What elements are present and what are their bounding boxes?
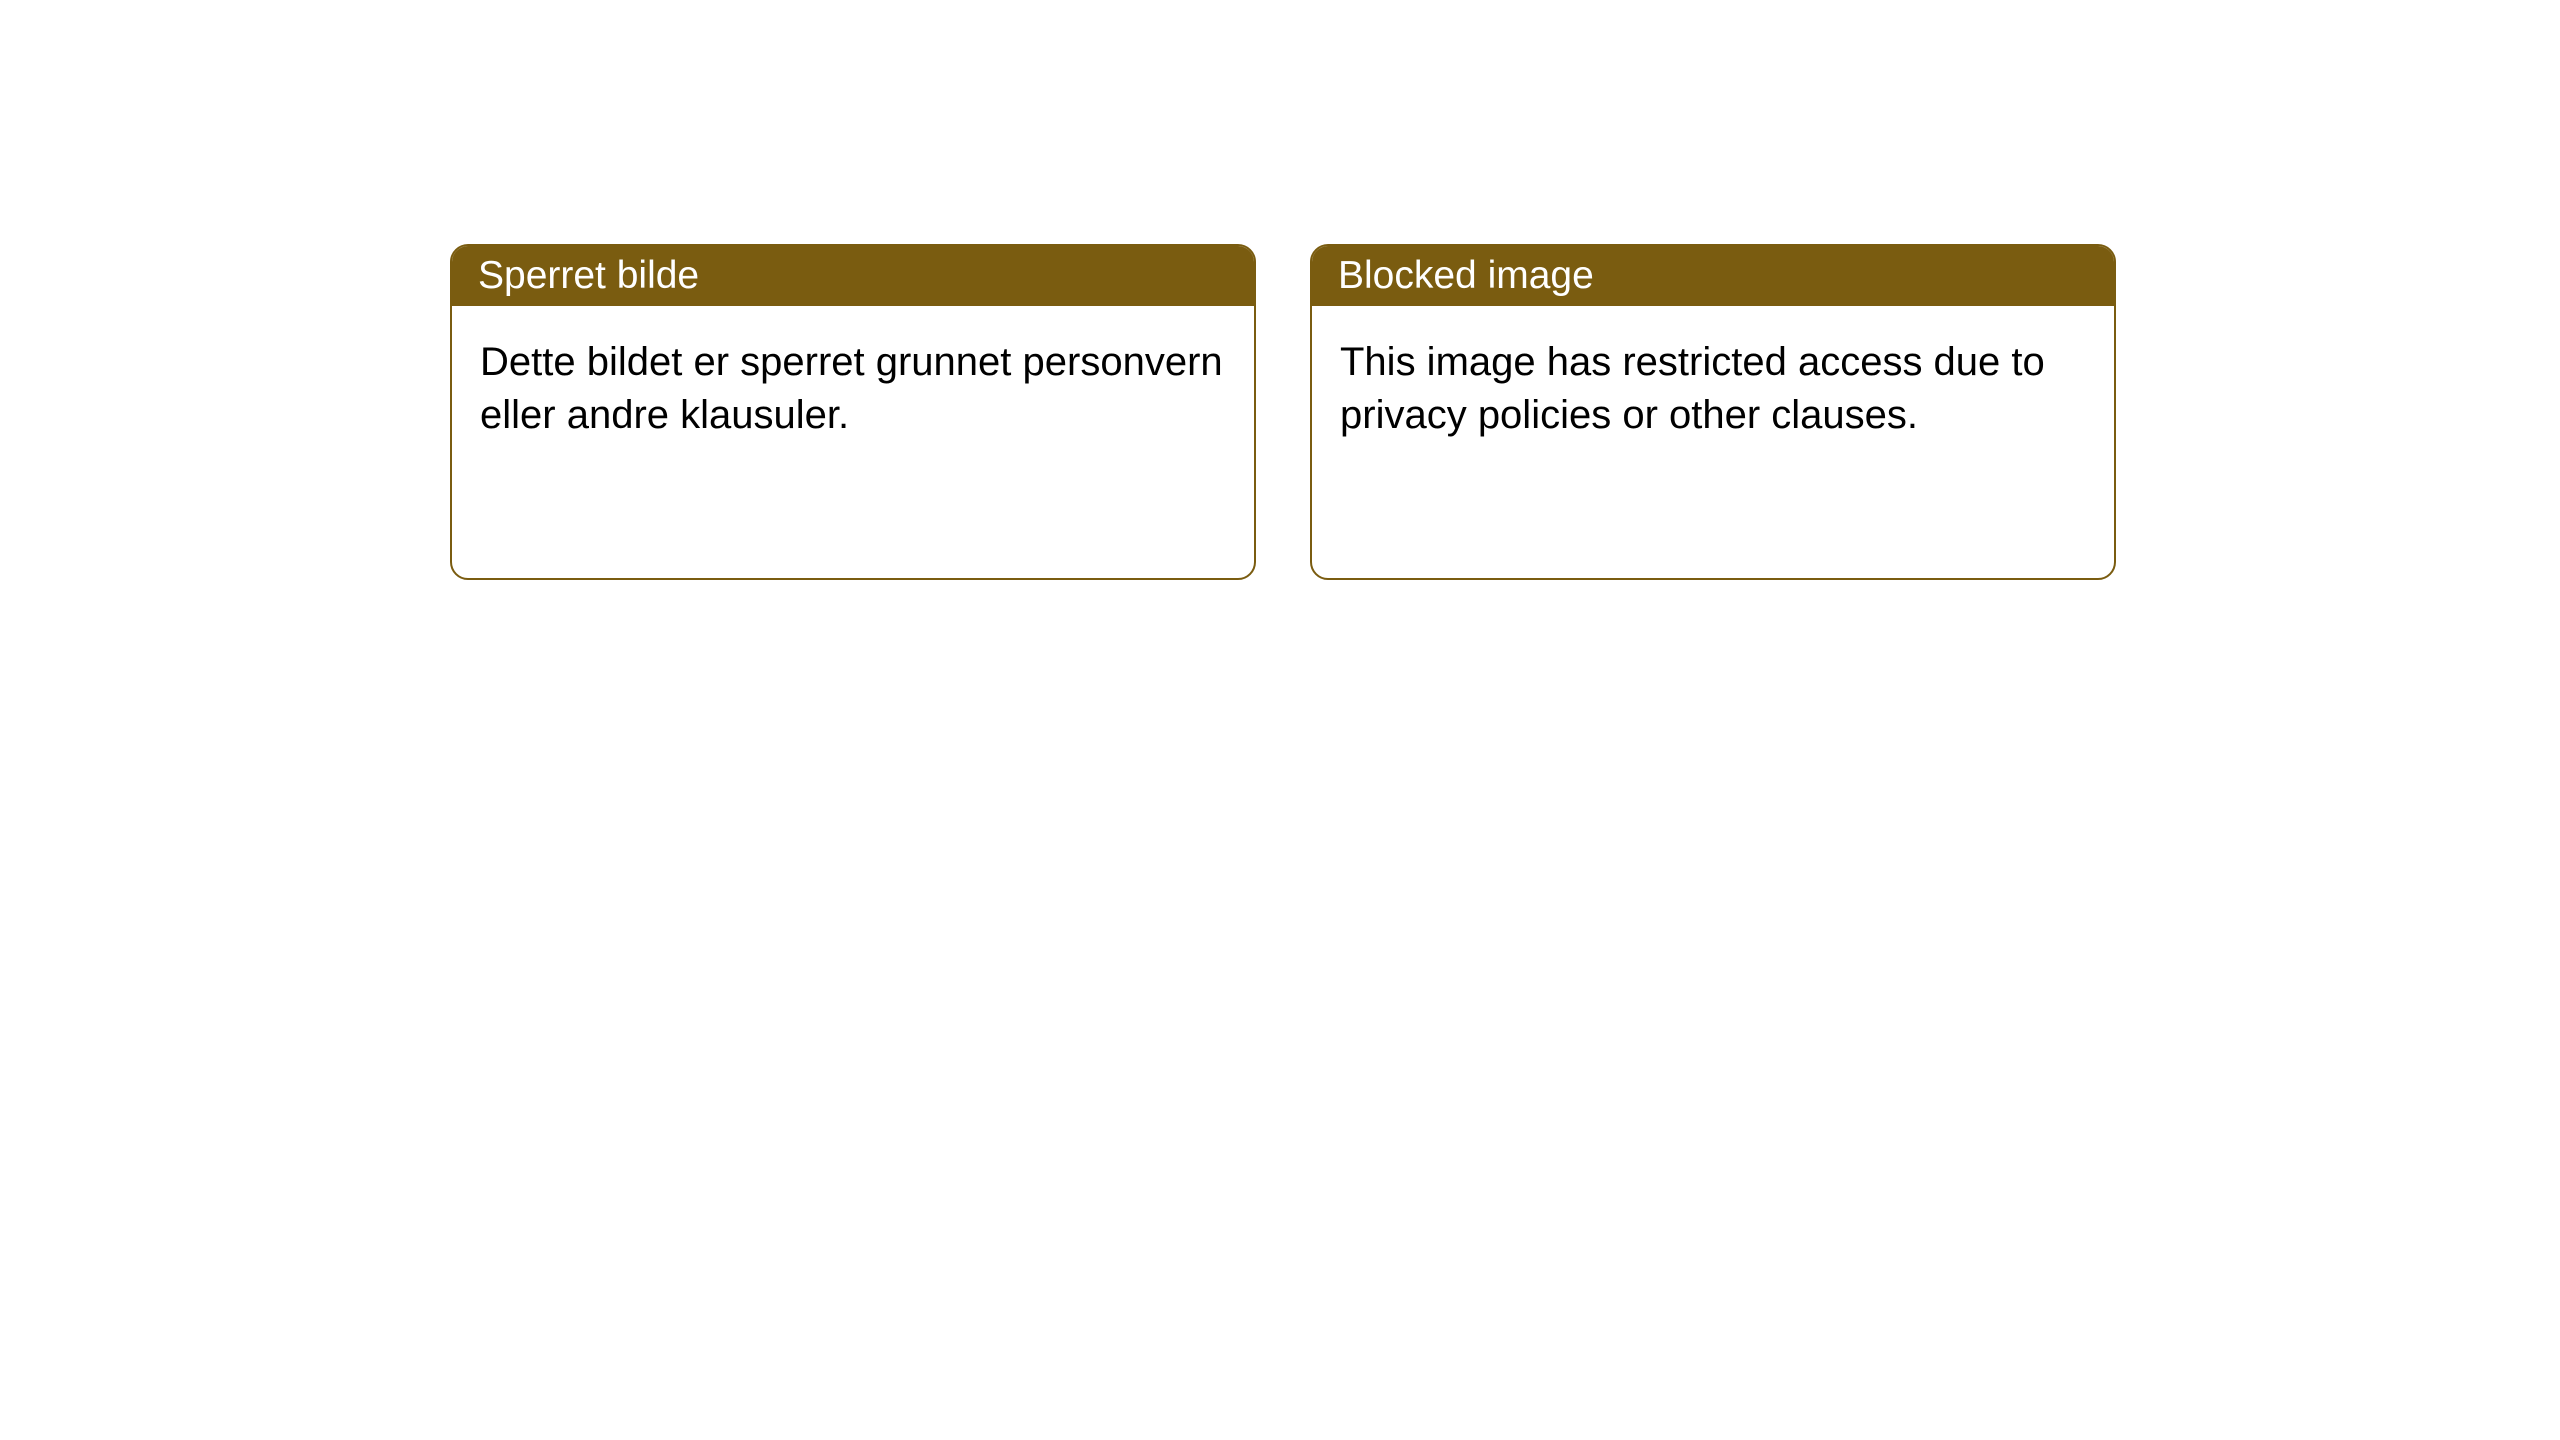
notice-body: Dette bildet er sperret grunnet personve…: [452, 306, 1254, 472]
notice-body: This image has restricted access due to …: [1312, 306, 2114, 472]
notice-title: Sperret bilde: [478, 254, 699, 298]
notice-message: Dette bildet er sperret grunnet personve…: [480, 340, 1223, 437]
notice-card-english: Blocked image This image has restricted …: [1310, 244, 2116, 580]
notice-header: Blocked image: [1312, 246, 2114, 306]
notice-header: Sperret bilde: [452, 246, 1254, 306]
notice-container: Sperret bilde Dette bildet er sperret gr…: [0, 0, 2560, 580]
notice-title: Blocked image: [1338, 254, 1594, 298]
notice-card-norwegian: Sperret bilde Dette bildet er sperret gr…: [450, 244, 1256, 580]
notice-message: This image has restricted access due to …: [1340, 340, 2045, 437]
